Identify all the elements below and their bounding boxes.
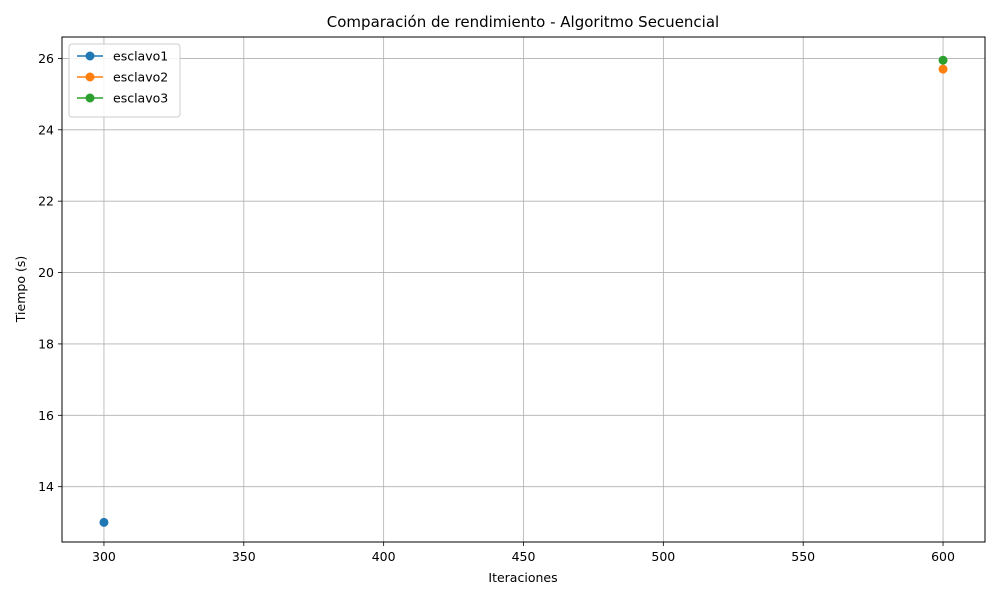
y-axis-label: Tiempo (s) <box>13 256 28 323</box>
x-tick-label: 300 <box>92 549 116 564</box>
y-tick-label: 14 <box>38 479 54 494</box>
x-axis-ticks: 300 350 400 450 500 550 600 <box>92 542 955 564</box>
y-tick-label: 20 <box>38 265 54 280</box>
legend: esclavo1 esclavo2 esclavo3 <box>68 43 181 118</box>
x-tick-label: 450 <box>512 549 536 564</box>
data-point <box>938 64 948 74</box>
series-layer <box>99 55 948 527</box>
data-point <box>99 517 109 527</box>
x-tick-label: 600 <box>931 549 955 564</box>
data-point <box>938 55 948 65</box>
x-tick-label: 500 <box>651 549 675 564</box>
legend-label: esclavo3 <box>113 91 168 106</box>
legend-item: esclavo2 <box>77 70 168 85</box>
y-axis-ticks: 14 16 18 20 22 24 26 <box>38 51 62 494</box>
y-tick-label: 18 <box>38 336 54 351</box>
y-tick-label: 24 <box>38 122 54 137</box>
legend-item: esclavo3 <box>77 91 168 106</box>
series-esclavo2 <box>938 64 948 74</box>
chart-title: Comparación de rendimiento - Algoritmo S… <box>327 13 719 31</box>
legend-item: esclavo1 <box>77 49 168 64</box>
x-tick-label: 350 <box>232 549 256 564</box>
legend-label: esclavo1 <box>113 49 168 64</box>
legend-marker <box>85 51 95 61</box>
plot-frame <box>61 36 986 543</box>
legend-label: esclavo2 <box>113 70 168 85</box>
legend-marker <box>85 72 95 82</box>
x-axis-label: Iteraciones <box>488 570 557 585</box>
legend-marker <box>85 93 95 103</box>
y-tick-label: 22 <box>38 194 54 209</box>
x-tick-label: 400 <box>372 549 396 564</box>
series-esclavo3 <box>938 55 948 65</box>
grid <box>62 37 985 542</box>
y-tick-label: 26 <box>38 51 54 66</box>
y-tick-label: 16 <box>38 408 54 423</box>
x-tick-label: 550 <box>791 549 815 564</box>
series-esclavo1 <box>99 517 109 527</box>
